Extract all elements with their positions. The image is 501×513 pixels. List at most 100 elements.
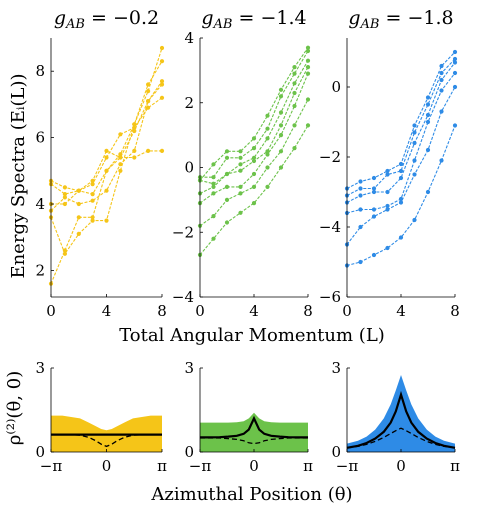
data-point [412,123,417,128]
y-tick-label: 3 [184,359,194,377]
data-point [439,88,444,93]
x-tick-label: −π [40,457,63,475]
data-point [211,191,216,196]
series-line-5 [346,58,456,196]
data-point [238,149,243,154]
data-point [371,214,377,219]
y-tick-label: 0 [331,78,341,96]
top-y-axis-label: Energy Spectra (Eᵢ(L)) [8,73,29,278]
data-point [251,184,257,189]
data-point [62,185,67,190]
data-point [278,94,284,99]
y-tick-label: −4 [319,218,341,236]
data-point [358,179,363,184]
data-point [385,245,390,251]
series-line-4 [346,62,456,203]
data-point [385,207,390,212]
data-point [278,123,284,128]
data-point [358,259,363,265]
data-point [278,87,284,92]
data-point [371,189,377,195]
data-point [159,59,165,64]
series-line-1 [199,125,309,256]
data-point [358,224,363,230]
data-point [265,113,270,118]
data-point [159,148,165,153]
data-point [371,207,377,212]
data-point [305,65,311,70]
data-point [132,128,137,134]
dashed-density-line [51,433,162,448]
top-x-axis-label: Total Angular Momentum (L) [119,325,385,346]
data-point [452,49,458,55]
x-tick-label: −π [189,457,212,475]
data-point [371,186,377,191]
data-point [211,184,216,189]
y-tick-label: 6 [35,129,45,147]
data-point [224,149,230,154]
data-point [305,45,311,50]
data-point [412,130,417,135]
y-tick-label: 0 [184,159,194,177]
data-point [278,149,284,154]
x-tick-label: −π [336,457,359,475]
data-point [224,197,230,202]
data-point [305,58,311,63]
data-point [76,201,81,207]
data-point [439,77,444,83]
data-point [238,155,243,160]
series-line-7 [199,47,309,181]
data-point [118,155,123,160]
y-tick-label: 8 [35,62,45,80]
data-point [238,191,243,196]
data-point [398,161,404,167]
data-point [452,123,458,128]
data-point [385,172,390,177]
y-tick-label: 0 [331,443,341,461]
data-point [146,148,151,153]
panel-1: gAB = −0.2 0 4 8 2 4 6 8 [35,7,166,320]
data-point [425,147,431,153]
data-point [412,172,417,177]
series-line-5 [199,60,309,185]
data-point [398,168,404,174]
data-point [76,231,81,236]
data-point [211,175,216,180]
data-point [238,168,243,173]
data-point [425,112,431,118]
data-point [385,168,390,174]
data-point [62,195,67,200]
x-tick-label: 8 [450,302,460,320]
series-line-3 [346,72,456,214]
x-tick-label: 4 [396,302,406,320]
data-point [371,175,377,181]
panel-6: −π 0 π03 [331,359,460,475]
data-point [211,162,216,167]
data-point [251,171,257,177]
data-point [159,79,165,84]
data-point [305,71,311,76]
data-point [292,65,297,70]
data-point [412,158,417,163]
data-point [385,203,390,209]
data-point [90,198,95,203]
data-point [265,136,270,141]
solid-density-line [200,415,308,439]
data-point [251,158,257,164]
data-point [118,132,123,137]
data-point [278,165,284,170]
x-tick-label: 4 [249,302,259,320]
y-tick-label: 0 [184,443,194,461]
dashed-density-line [346,427,456,449]
y-tick-label: 4 [184,29,194,47]
data-point [132,125,137,130]
data-point [146,99,151,104]
data-point [398,196,404,202]
data-point [224,155,230,160]
data-point [62,251,67,256]
data-point [224,184,230,189]
data-point [159,82,165,87]
data-point [224,220,230,225]
data-point [90,218,95,223]
